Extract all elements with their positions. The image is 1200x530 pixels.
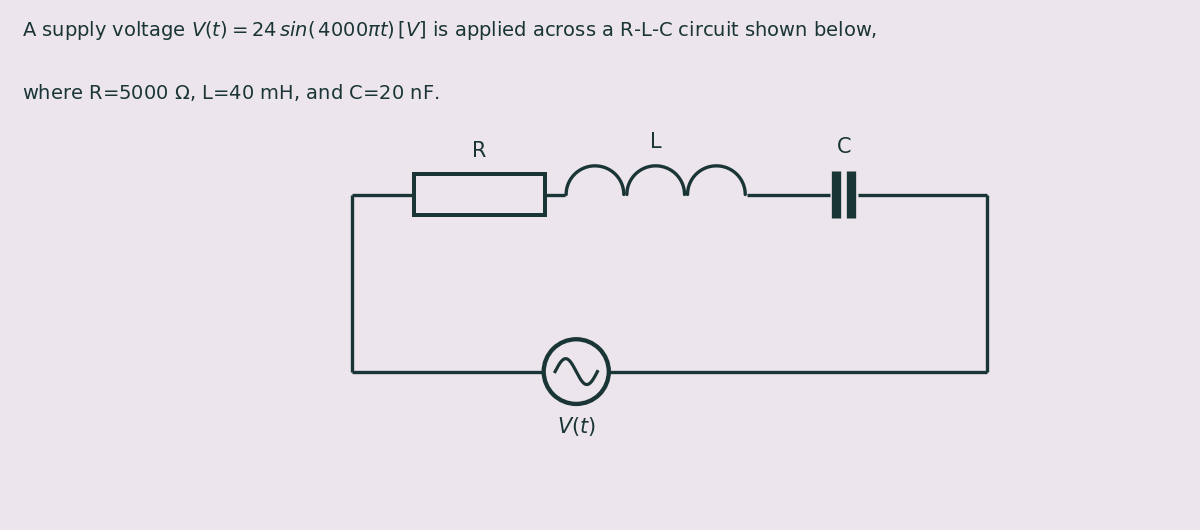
Text: $V(t)$: $V(t)$ [557,416,595,438]
Text: where R=5000 $\Omega$, L=40 mH, and C=20 nF.: where R=5000 $\Omega$, L=40 mH, and C=20… [22,82,439,103]
Text: R: R [472,140,486,161]
Text: L: L [650,132,661,152]
Text: C: C [836,137,851,157]
Bar [414,174,545,215]
Text: A supply voltage $V(t) = 24\,\mathit{sin}(\,4000\pi t)\,[V]$ is applied across a: A supply voltage $V(t) = 24\,\mathit{sin… [22,19,877,41]
